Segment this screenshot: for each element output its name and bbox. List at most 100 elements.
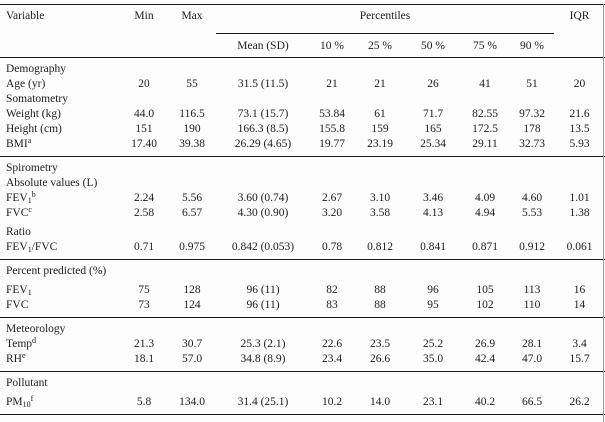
table-row: FEV1b 2.24 5.56 3.60 (0.74) 2.67 3.10 3.46 4.09…	[0, 191, 605, 206]
value-cell	[120, 372, 168, 392]
value-cell	[554, 176, 605, 191]
value-cell	[460, 260, 510, 280]
value-cell	[120, 58, 168, 78]
value-cell: 95	[406, 298, 460, 318]
value-cell: 4.60	[521, 192, 543, 204]
value-cell	[354, 372, 406, 392]
table-row: BMIa 17.40 39.38 26.29 (4.65) 19.77 23.19 25.3…	[0, 137, 605, 157]
value-cell: 0.71	[120, 240, 168, 260]
value-cell	[460, 372, 510, 392]
value-cell	[168, 176, 216, 191]
value-cell: 82.55	[472, 108, 498, 120]
value-cell	[216, 372, 310, 392]
descriptive-statistics-table: Variable Min Max Percentiles IQR Mean (S…	[0, 4, 605, 415]
table-row: Age (yr) 20 55 31.5 (11.5) 21 21 26 41 51 20	[0, 77, 605, 92]
variable-cell: BMIa	[0, 137, 120, 157]
table-row: Tempd 21.3 30.7 25.3 (2.1) 22.6 23.5 25.2 26.9 2…	[0, 337, 605, 352]
paper-table-page: Variable Min Max Percentiles IQR Mean (S…	[0, 4, 605, 422]
value-cell	[406, 176, 460, 191]
value-cell	[168, 58, 216, 78]
variable-cell: FEV1b	[6, 190, 36, 205]
value-cell: 26	[427, 78, 439, 90]
variable-cell: PM10f	[0, 391, 120, 415]
value-cell: 5.53	[521, 207, 543, 219]
value-cell: 22.6	[321, 338, 343, 350]
table-row: FVCc 2.58 6.57 4.30 (0.90) 3.20 3.58 4.13 4.94 5…	[0, 206, 605, 221]
variable-cell: Age (yr)	[6, 78, 46, 90]
value-cell: 29.11	[460, 137, 510, 157]
value-cell	[406, 372, 460, 392]
header-iqr: IQR	[554, 4, 605, 58]
header-min: Min	[120, 4, 168, 58]
section-row: Meteorology	[0, 318, 605, 338]
header-p75: 75 %	[460, 33, 510, 58]
value-cell	[510, 221, 554, 240]
value-cell: 88	[374, 284, 386, 296]
value-cell	[406, 318, 460, 338]
value-cell: 23.5	[369, 338, 391, 350]
value-cell: 0.871	[460, 240, 510, 260]
value-cell	[216, 92, 310, 107]
value-cell: 0.975	[168, 240, 216, 260]
value-cell	[216, 58, 310, 78]
section-row: Percent predicted (%)	[0, 260, 605, 280]
value-cell	[120, 92, 168, 107]
value-cell	[406, 221, 460, 240]
value-cell	[406, 92, 460, 107]
section-label: Ratio	[6, 226, 31, 238]
value-cell: 82	[326, 284, 338, 296]
value-cell: 14	[554, 298, 605, 318]
value-cell: 75	[138, 284, 150, 296]
value-cell: 172.5	[472, 123, 498, 135]
value-cell: 2.24	[133, 192, 155, 204]
value-cell: 0.061	[554, 240, 605, 260]
value-cell	[216, 157, 310, 177]
section-label: Pollutant	[6, 377, 48, 389]
value-cell: 71.7	[422, 108, 444, 120]
value-cell: 128	[183, 284, 201, 296]
value-cell: 21	[326, 78, 338, 90]
value-cell	[406, 260, 460, 280]
header-p50: 50 %	[406, 33, 460, 58]
value-cell: 20	[138, 78, 150, 90]
variable-cell: FVCc	[6, 205, 32, 220]
value-cell: 6.57	[181, 207, 203, 219]
value-cell	[460, 176, 510, 191]
table-row: RHe 18.1 57.0 34.8 (8.9) 23.4 26.6 35.0 42.4 47.…	[0, 352, 605, 372]
scan-edge-line	[603, 4, 604, 422]
value-cell: 42.4	[460, 352, 510, 372]
value-cell	[168, 260, 216, 280]
value-cell: 165	[424, 123, 442, 135]
section-label: Somatometry	[6, 93, 68, 105]
value-cell: 23.4	[310, 352, 354, 372]
value-cell	[310, 260, 354, 280]
value-cell	[120, 157, 168, 177]
value-cell	[354, 157, 406, 177]
table-body: Demography Age (yr) 20 55 31.5 (11.5) 21 21 26 4…	[0, 58, 605, 415]
value-cell	[554, 260, 605, 280]
value-cell: 116.5	[179, 108, 205, 120]
value-cell	[510, 318, 554, 338]
value-cell	[168, 318, 216, 338]
table-row: FEV1 75 128 96 (11) 82 88 96 105 113 16	[0, 279, 605, 298]
table-row: FVC 73 124 96 (11) 83 88 95 102 110 14	[0, 298, 605, 318]
value-cell	[354, 221, 406, 240]
value-cell: 96 (11)	[216, 298, 310, 318]
value-cell	[168, 92, 216, 107]
value-cell: 0.812	[354, 240, 406, 260]
value-cell: 88	[354, 298, 406, 318]
value-cell	[310, 157, 354, 177]
value-cell	[120, 318, 168, 338]
table-row: FEV1/FVC 0.71 0.975 0.842 (0.053) 0.78 0.812 0…	[0, 240, 605, 260]
value-cell	[216, 318, 310, 338]
value-cell: 16	[573, 284, 586, 296]
variable-cell: Tempd	[6, 336, 37, 351]
value-cell	[168, 157, 216, 177]
value-cell: 32.73	[510, 137, 555, 157]
value-cell: 57.0	[168, 352, 216, 372]
value-cell	[216, 176, 310, 191]
section-row: Spirometry	[0, 157, 605, 177]
value-cell: 2.58	[133, 207, 155, 219]
value-cell: 4.30 (0.90)	[237, 207, 289, 219]
value-cell: 166.3 (8.5)	[237, 123, 289, 135]
